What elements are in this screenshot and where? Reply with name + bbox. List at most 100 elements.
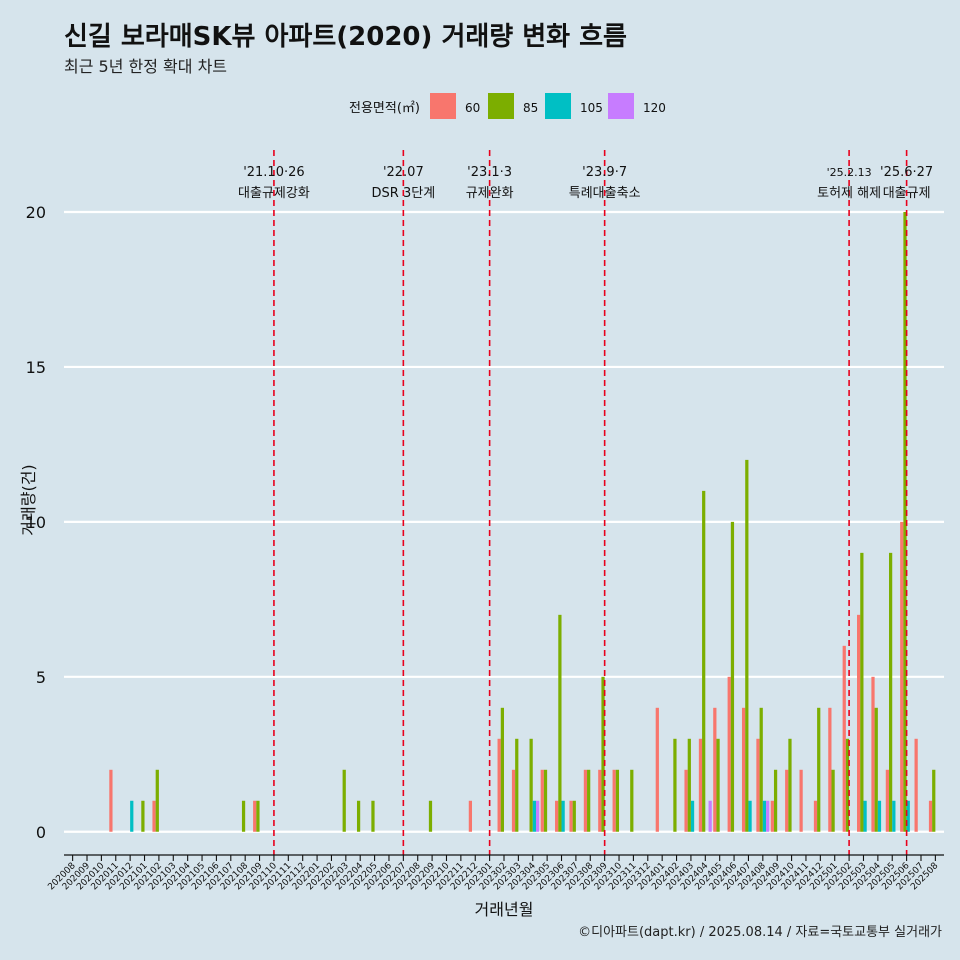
bar-85-202311	[630, 769, 634, 832]
bar-85-202204	[356, 800, 361, 832]
bar-85-202506	[903, 211, 907, 832]
legend-swatch-60	[430, 93, 456, 119]
bar-105-202506	[906, 800, 910, 832]
bar-60-202506	[900, 521, 904, 832]
bar-60-202411	[799, 769, 803, 832]
bar-105-202504	[877, 800, 882, 832]
bar-60-202409	[770, 800, 774, 832]
bar-60-202306	[555, 800, 559, 832]
legend-title: 전용면적(㎡)	[349, 101, 420, 116]
bar-105-202304	[532, 800, 536, 832]
policy-label: 특례대출축소	[569, 186, 641, 201]
y-tick-label: 10	[26, 513, 46, 532]
bar-60-202309	[598, 769, 602, 832]
bar-85-202406	[730, 521, 735, 832]
bar-85-202109	[256, 800, 260, 832]
bar-60-202302	[497, 738, 501, 832]
bar-105-202408	[762, 800, 767, 832]
y-tick-label: 15	[26, 358, 46, 377]
bar-85-202502	[845, 738, 850, 832]
bar-120-202408	[766, 800, 770, 832]
policy-date: '22.07	[383, 165, 424, 180]
policy-date: '21.10·26	[243, 165, 304, 180]
bar-60-202109	[253, 800, 257, 832]
policy-label: 규제완화	[466, 186, 514, 201]
policy-date: '23.9·7	[582, 165, 627, 180]
bar-85-202101	[141, 800, 145, 832]
policy-date: '25.6·27	[880, 165, 933, 180]
bar-60-202504	[871, 676, 875, 832]
bar-85-202407	[745, 459, 749, 832]
bar-60-202412	[813, 800, 818, 832]
policy-date: '23.1·3	[467, 165, 512, 180]
bar-85-202309	[601, 676, 605, 832]
bar-60-202505	[885, 769, 889, 832]
bar-85-202310	[615, 769, 620, 832]
bar-85-202405	[716, 738, 720, 832]
bar-85-202403	[687, 738, 691, 832]
source-caption: ©디아파트(dapt.kr) / 2025.08.14 / 자료=국토교통부 실…	[578, 925, 942, 940]
bar-105-202012	[130, 800, 134, 832]
bar-105-202306	[561, 800, 565, 832]
bar-85-202402	[673, 738, 677, 832]
bar-85-202404	[702, 490, 706, 832]
bar-85-202205	[371, 800, 375, 832]
bar-85-202303	[515, 738, 519, 832]
bar-60-202407	[741, 707, 746, 832]
bar-60-202308	[583, 769, 588, 832]
bar-60-202303	[511, 769, 516, 832]
bar-60-202508	[928, 800, 933, 832]
bar-85-202412	[817, 707, 821, 832]
legend-label-60: 60	[465, 101, 480, 115]
bar-105-202407	[748, 800, 752, 832]
policy-label: 토허제 해제	[817, 186, 881, 201]
bar-60-202503	[857, 614, 861, 832]
bar-60-202307	[569, 800, 573, 832]
bar-85-202508	[932, 769, 936, 832]
legend-label-120: 120	[643, 101, 666, 115]
bar-60-202404	[698, 738, 703, 832]
bar-60-202408	[756, 738, 760, 832]
bar-85-202501	[831, 769, 835, 832]
bar-60-202102	[152, 800, 156, 832]
bar-60-202305	[540, 769, 544, 832]
bar-85-202408	[759, 707, 763, 832]
bar-105-202505	[892, 800, 896, 832]
bar-60-202403	[684, 769, 688, 832]
bar-85-202409	[773, 769, 778, 832]
y-tick-label: 0	[36, 823, 46, 842]
bar-85-202203	[342, 769, 346, 832]
bar-60-202406	[727, 676, 731, 832]
legend-swatch-120	[608, 93, 634, 119]
legend-label-85: 85	[523, 101, 538, 115]
bar-85-202102	[155, 769, 159, 832]
bar-105-202403	[690, 800, 695, 832]
bar-60-202011	[109, 769, 113, 832]
page-subtitle: 최근 5년 한정 확대 차트	[64, 57, 228, 76]
bar-85-202302	[500, 707, 504, 832]
policy-date: '25.2.13	[827, 166, 872, 179]
bar-105-202503	[863, 800, 867, 832]
page-title: 신길 보라매SK뷰 아파트(2020) 거래량 변화 흐름	[64, 22, 627, 52]
bar-120-202304	[535, 800, 540, 832]
bar-60-202501	[828, 707, 832, 832]
x-axis-title: 거래년월	[475, 900, 534, 919]
y-tick-label: 5	[36, 668, 46, 687]
bar-60-202410	[785, 769, 789, 832]
bar-85-202306	[558, 614, 562, 832]
bar-60-202401	[655, 707, 659, 832]
bar-60-202405	[713, 707, 717, 832]
legend-swatch-85	[488, 93, 514, 119]
bar-60-202310	[612, 769, 616, 832]
bar-85-202505	[889, 552, 893, 832]
bar-120-202404	[708, 800, 712, 832]
bar-60-202212	[468, 800, 473, 832]
bar-60-202502	[842, 645, 846, 832]
y-tick-label: 20	[26, 203, 46, 222]
bar-85-202504	[874, 707, 878, 832]
bar-85-202304	[529, 738, 533, 832]
y-axis-title: 거래량(건)	[19, 464, 38, 535]
bar-85-202108	[241, 800, 246, 832]
bar-85-202209	[428, 800, 433, 832]
bar-60-202507	[914, 738, 918, 832]
